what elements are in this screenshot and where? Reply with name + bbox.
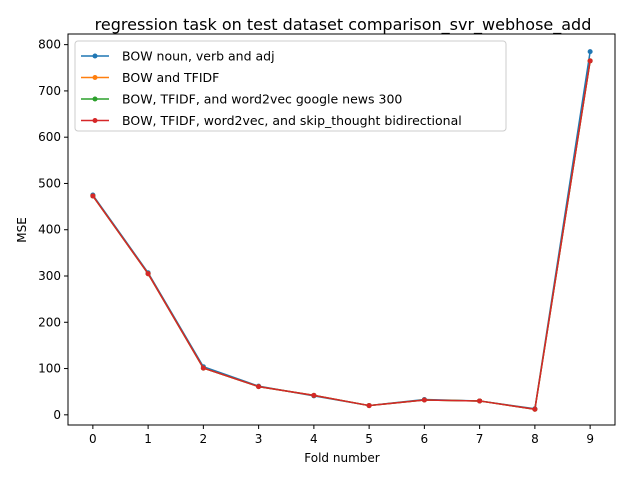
y-tick-label: 100 [38, 362, 61, 376]
y-tick-label: 300 [38, 269, 61, 283]
ticks-layer: 0 1 2 3 4 5 6 7 8 9 0 100 200 300 400 500 600 700 800 [38, 38, 594, 446]
y-tick-label: 700 [38, 84, 61, 98]
legend-entry: BOW, TFIDF, word2vec, and skip_thought b… [81, 113, 462, 128]
legend-swatch-marker [92, 96, 98, 102]
x-tick-label: 9 [586, 432, 594, 446]
y-tick-label: 600 [38, 130, 61, 144]
data-point [90, 193, 96, 199]
legend-entry: BOW and TFIDF [81, 70, 219, 85]
chart-title: regression task on test dataset comparis… [95, 15, 592, 35]
data-point [366, 403, 372, 409]
y-tick-label: 500 [38, 176, 61, 190]
legend-label: BOW, TFIDF, and word2vec google news 300 [122, 92, 402, 107]
legend-label: BOW noun, verb and adj [122, 49, 275, 64]
x-tick-label: 8 [531, 432, 539, 446]
data-point [311, 392, 317, 398]
y-axis-label: MSE [15, 217, 29, 243]
x-tick-label: 2 [200, 432, 208, 446]
y-tick-label: 0 [53, 408, 61, 422]
x-tick-label: 1 [144, 432, 152, 446]
data-point [145, 271, 151, 277]
legend-label: BOW, TFIDF, word2vec, and skip_thought b… [122, 113, 462, 128]
data-point [587, 58, 593, 64]
data-point [256, 384, 262, 390]
x-tick-label: 6 [421, 432, 429, 446]
x-tick-label: 0 [89, 432, 97, 446]
legend-swatch-marker [92, 53, 98, 59]
x-tick-label: 4 [310, 432, 318, 446]
legend-entry: BOW noun, verb and adj [81, 49, 275, 64]
legend: BOW noun, verb and adj BOW and TFIDF BOW, … [74, 40, 507, 132]
series-line [92, 60, 591, 411]
x-tick-label: 7 [476, 432, 484, 446]
data-point [532, 406, 538, 412]
y-tick-label: 400 [38, 223, 61, 237]
legend-label: BOW and TFIDF [122, 70, 219, 85]
legend-box [74, 40, 507, 132]
x-axis-label: Fold number [304, 451, 379, 465]
legend-entry: BOW, TFIDF, and word2vec google news 300 [81, 92, 402, 107]
legend-swatch-marker [92, 118, 98, 123]
x-tick-label: 5 [365, 432, 373, 446]
y-tick-label: 800 [38, 38, 61, 52]
data-point [421, 397, 427, 403]
x-tick-label: 3 [255, 432, 263, 446]
series-layer [90, 49, 593, 412]
data-point [200, 365, 206, 371]
legend-swatch-marker [92, 75, 98, 80]
series-4 [90, 58, 593, 412]
data-point [477, 398, 483, 404]
data-point [587, 49, 593, 55]
y-tick-label: 200 [38, 315, 61, 329]
